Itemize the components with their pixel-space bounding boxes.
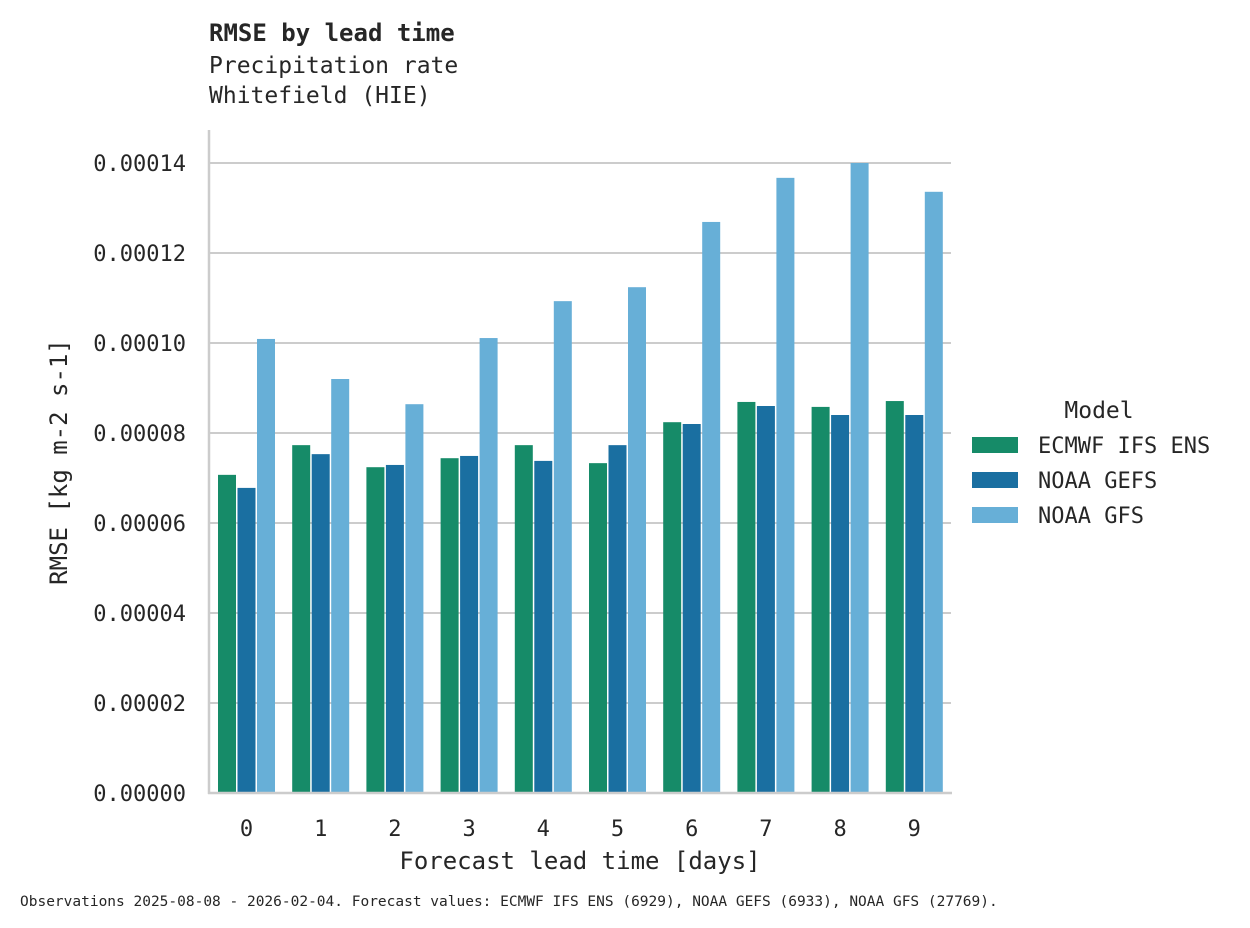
x-tick-label: 1 xyxy=(314,817,327,842)
legend: Model ECMWF IFS ENS NOAA GEFS NOAA GFS xyxy=(972,398,1210,529)
bar-noaa-gfs-2 xyxy=(405,404,424,793)
bars xyxy=(218,163,943,794)
y-axis-label: RMSE [kg m-2 s-1] xyxy=(45,339,73,585)
x-tick-label: 3 xyxy=(462,817,475,842)
bar-noaa-gefs-9 xyxy=(905,415,924,793)
y-tick-label: 0.00000 xyxy=(93,782,186,807)
y-tick-label: 0.00004 xyxy=(93,602,186,627)
y-ticks: 0.00000 0.00002 0.00004 0.00006 0.00008 0.000… xyxy=(93,152,186,807)
legend-swatch xyxy=(972,437,1018,453)
y-tick-label: 0.00012 xyxy=(93,242,186,267)
bar-ecmwf-ifs-ens-9 xyxy=(885,401,904,793)
x-tick-label: 0 xyxy=(240,817,253,842)
bar-noaa-gefs-6 xyxy=(682,424,701,793)
y-tick-label: 0.00014 xyxy=(93,152,186,177)
legend-label: ECMWF IFS ENS xyxy=(1038,434,1210,459)
y-tick-label: 0.00006 xyxy=(93,512,186,537)
bar-noaa-gefs-1 xyxy=(311,454,330,793)
bar-noaa-gfs-9 xyxy=(924,191,943,794)
bar-noaa-gfs-6 xyxy=(702,221,721,793)
bar-ecmwf-ifs-ens-4 xyxy=(514,445,533,793)
x-tick-label: 2 xyxy=(388,817,401,842)
bar-noaa-gfs-3 xyxy=(479,338,498,793)
bar-noaa-gefs-5 xyxy=(608,445,627,793)
bar-ecmwf-ifs-ens-0 xyxy=(218,474,236,793)
bar-noaa-gfs-5 xyxy=(628,287,646,793)
x-tick-label: 8 xyxy=(833,817,846,842)
bar-noaa-gfs-7 xyxy=(776,177,795,794)
bar-ecmwf-ifs-ens-6 xyxy=(663,422,682,793)
bar-noaa-gefs-0 xyxy=(237,487,256,793)
x-tick-label: 4 xyxy=(537,817,550,842)
bar-ecmwf-ifs-ens-8 xyxy=(811,406,830,793)
legend-swatch xyxy=(972,472,1018,488)
legend-swatch xyxy=(972,507,1018,523)
x-tick-label: 9 xyxy=(908,817,921,842)
bar-noaa-gfs-8 xyxy=(850,163,869,793)
bar-noaa-gefs-3 xyxy=(460,455,479,793)
chart-subtitle-2: Whitefield (HIE) xyxy=(209,83,431,109)
bar-noaa-gefs-4 xyxy=(534,460,553,793)
bar-noaa-gefs-2 xyxy=(385,464,404,793)
x-tick-label: 6 xyxy=(685,817,698,842)
x-axis-label: Forecast lead time [days] xyxy=(399,847,760,875)
bar-ecmwf-ifs-ens-7 xyxy=(737,401,756,793)
bar-ecmwf-ifs-ens-1 xyxy=(292,445,311,793)
bar-ecmwf-ifs-ens-2 xyxy=(366,467,385,793)
chart-subtitle-1: Precipitation rate xyxy=(209,53,458,79)
footnote: Observations 2025-08-08 - 2026-02-04. Fo… xyxy=(20,894,998,910)
y-tick-label: 0.00008 xyxy=(93,422,186,447)
legend-label: NOAA GEFS xyxy=(1038,469,1157,494)
bar-ecmwf-ifs-ens-3 xyxy=(440,458,459,793)
x-tick-label: 7 xyxy=(759,817,772,842)
legend-label: NOAA GFS xyxy=(1038,504,1144,529)
bar-noaa-gfs-4 xyxy=(553,301,572,793)
x-tick-label: 5 xyxy=(611,817,624,842)
bar-noaa-gefs-7 xyxy=(756,406,775,793)
bar-noaa-gfs-0 xyxy=(257,338,275,793)
bar-noaa-gfs-1 xyxy=(331,379,350,793)
y-tick-label: 0.00002 xyxy=(93,692,186,717)
x-ticks: 0 1 2 3 4 5 6 7 8 9 xyxy=(240,817,921,842)
y-tick-label: 0.00010 xyxy=(93,332,186,357)
bar-noaa-gefs-8 xyxy=(831,415,850,793)
chart-title: RMSE by lead time xyxy=(209,19,455,47)
legend-title: Model xyxy=(1064,398,1133,424)
bar-ecmwf-ifs-ens-5 xyxy=(589,463,607,793)
